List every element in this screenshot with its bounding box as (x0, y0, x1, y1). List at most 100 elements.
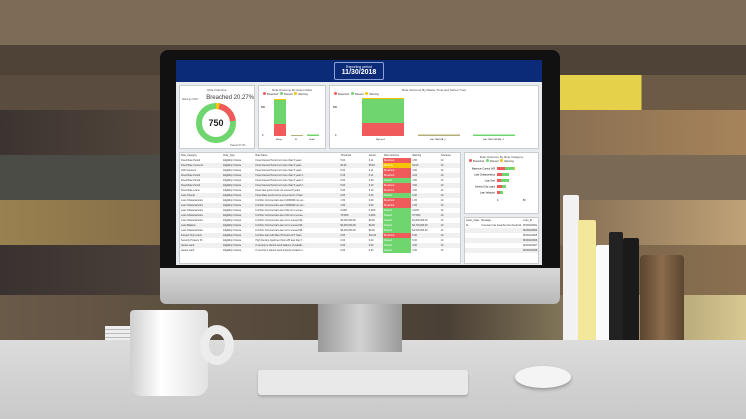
bar-warning (362, 98, 404, 99)
table-cell: Eligibility Criteria (223, 199, 241, 202)
table-row[interactable]: Loan Characteristics Eligibility Criteria… (180, 218, 460, 223)
table-cell: 0.00 (367, 193, 383, 198)
table-cell: MORG00005 (523, 234, 538, 237)
table-cell: 4.50 (412, 159, 417, 162)
table-cell: $2,700,000.00 (411, 223, 440, 228)
table-cell: 4.50 (412, 179, 417, 182)
table-header: Rule_Category Rule_Type Rule Name Threshold… (180, 153, 460, 158)
table-cell: Fixed Interest Period not more than 5 ye… (254, 163, 340, 168)
table-cell: Passed (382, 178, 412, 183)
table-cell: 0.00 (339, 243, 368, 248)
table-row[interactable]: Vacant Land Eligibility Criteria If securi… (180, 243, 460, 248)
table-cell: Eligibility Criteria (223, 219, 241, 222)
column-header[interactable]: Warning (412, 154, 422, 157)
table-cell: $0.00 (367, 223, 383, 228)
donut-chart: 750 Warning 2.53% Breached 20.27% Passed… (182, 95, 255, 147)
table-cell: $3,000,000.00 (339, 223, 368, 228)
table-cell: 10 (440, 169, 444, 172)
table-cell: 6.11 (368, 169, 374, 172)
column-header[interactable]: Tolerance (440, 154, 452, 157)
table-cell: 461.00 (367, 233, 383, 238)
x-tick: FL (295, 139, 298, 141)
table-row[interactable]: Loan Balance Eligibility Criteria Full Doc… (180, 223, 460, 228)
reporting-period[interactable]: Reporting period 11/30/2018 (334, 62, 384, 80)
rule-category-chart: Rule Outcome By Rule Category Breached P… (464, 152, 539, 214)
table-row[interactable]: Loan Characteristics Eligibility Criteria… (180, 228, 460, 233)
table-row[interactable]: MORG00008 (465, 248, 539, 253)
table-cell: Interest Only Loans (180, 233, 223, 238)
column-header[interactable]: Message (481, 219, 491, 222)
table-cell: 54.00 (411, 163, 440, 168)
table-cell: 0.00 (340, 249, 346, 252)
dashboard-screen: Reporting period 11/30/2018 Rule Outcome… (176, 60, 542, 265)
table-cell: 10 (440, 239, 444, 242)
legend: Breached Passed Warning (468, 159, 538, 163)
table-row[interactable]: Fixed Rate Period Eligibility Criteria Fix… (180, 158, 460, 163)
table-cell: 0.00 (411, 233, 440, 238)
table-cell: 10 (440, 209, 444, 212)
table-row[interactable]: Fixed Rate Period Eligibility Criteria Fix… (180, 178, 460, 183)
category-bar (505, 167, 514, 170)
table-cell: Security Property Pi... (181, 239, 205, 242)
table-row[interactable]: LMI Insurance Eligibility Criteria Fixed I… (180, 168, 460, 173)
column-header[interactable]: Loan_ID (523, 219, 533, 222)
category-bar (497, 173, 502, 176)
bar (291, 135, 303, 136)
table-row[interactable]: Loan Criteria Eligibility Criteria Fixed R… (180, 193, 460, 198)
column-header[interactable]: Rule Outcome (383, 154, 400, 157)
table-cell: Full Doc Commercial Loan LVR not to exce… (255, 209, 305, 212)
table-row[interactable]: Loan Characteristics Eligibility Criteria… (180, 208, 460, 213)
table-cell: $0.00 (368, 219, 375, 222)
category-label: Loan Valuation (480, 192, 496, 195)
column-header[interactable]: Rule_Category (181, 154, 197, 157)
table-cell: Fixed Rate Concentr... (180, 163, 223, 168)
bar-passed (274, 100, 286, 124)
table-cell (480, 228, 523, 233)
table-row[interactable]: Fixed Rate Period Eligibility Criteria Fix… (180, 183, 460, 188)
table-row[interactable]: Security Property Pi... Eligibility Crite… (180, 238, 460, 243)
x-tick: Mortg (276, 138, 282, 141)
y-tick: 0 (262, 134, 264, 137)
category-label: Loan Characteristics (474, 174, 496, 177)
table-cell: Eligibility Criteria (223, 209, 241, 212)
x-tick: Undef (309, 139, 315, 141)
table-row[interactable]: Interest Only Loans Eligibility Criteria F… (180, 233, 460, 238)
table-row[interactable]: MORG00004 (465, 228, 539, 233)
table-row[interactable]: MORG00006 (465, 238, 539, 243)
column-header[interactable]: Actual (368, 154, 376, 157)
table-row[interactable]: Fixed Rate Concentr... Eligibility Criter… (180, 163, 460, 168)
table-row[interactable]: Loan Characteristics Eligibility Criteria… (180, 213, 460, 218)
table-cell: 5.16 (339, 173, 368, 178)
table-cell: 0.00 (340, 239, 346, 242)
table-cell: Passed (382, 208, 412, 213)
table-row[interactable]: Vacant Land Eligibility Criteria If securi… (180, 248, 460, 253)
table-cell: Breached (382, 183, 412, 188)
table-cell: MORG00004 (522, 228, 539, 233)
column-header[interactable]: Asset_Class (466, 219, 480, 222)
table-cell: $5,000,000.00 (340, 229, 356, 232)
table-cell: 0.00 (411, 243, 440, 248)
x-tick: 0 (497, 200, 499, 202)
table-row[interactable]: Fixed Rate Loans Eligibility Criteria Fixe… (180, 188, 460, 193)
table-cell: Eligibility Criteria (223, 179, 241, 182)
column-header[interactable]: Rule Name (255, 154, 268, 157)
table-cell: 6.11 (367, 173, 383, 178)
column-header[interactable]: Rule_Type (223, 154, 235, 157)
table-row[interactable]: MORG00007 (465, 243, 538, 248)
donut-breached-label: Breached 20.27% (206, 95, 254, 101)
table-cell: 60.00 (339, 163, 368, 168)
table-cell: Breached (382, 198, 412, 203)
table-cell: Full Doc Commercial Loan LVR not to exce… (254, 213, 340, 218)
table-cell: 5.00 (340, 159, 346, 162)
table-cell (480, 248, 523, 253)
table-cell: $4,500,000.00 (412, 229, 428, 232)
table-cell: 10 (440, 229, 444, 232)
table-row[interactable]: Loan Characteristics Eligibility Criteria… (180, 203, 460, 208)
table-row[interactable]: Loan Characteristics Eligibility Criteria… (180, 198, 460, 203)
table-cell: $2,000,000.00 (340, 219, 356, 222)
table-row[interactable]: Fixed Rate Period Eligibility Criteria Fix… (180, 173, 460, 178)
card-title: Rule Outcome (207, 88, 227, 92)
column-header[interactable]: Threshold (340, 154, 352, 157)
table-row[interactable]: MORG00005 (465, 233, 538, 238)
table-row[interactable]: FL Covenant rule breaches the threshold MO… (465, 223, 538, 228)
